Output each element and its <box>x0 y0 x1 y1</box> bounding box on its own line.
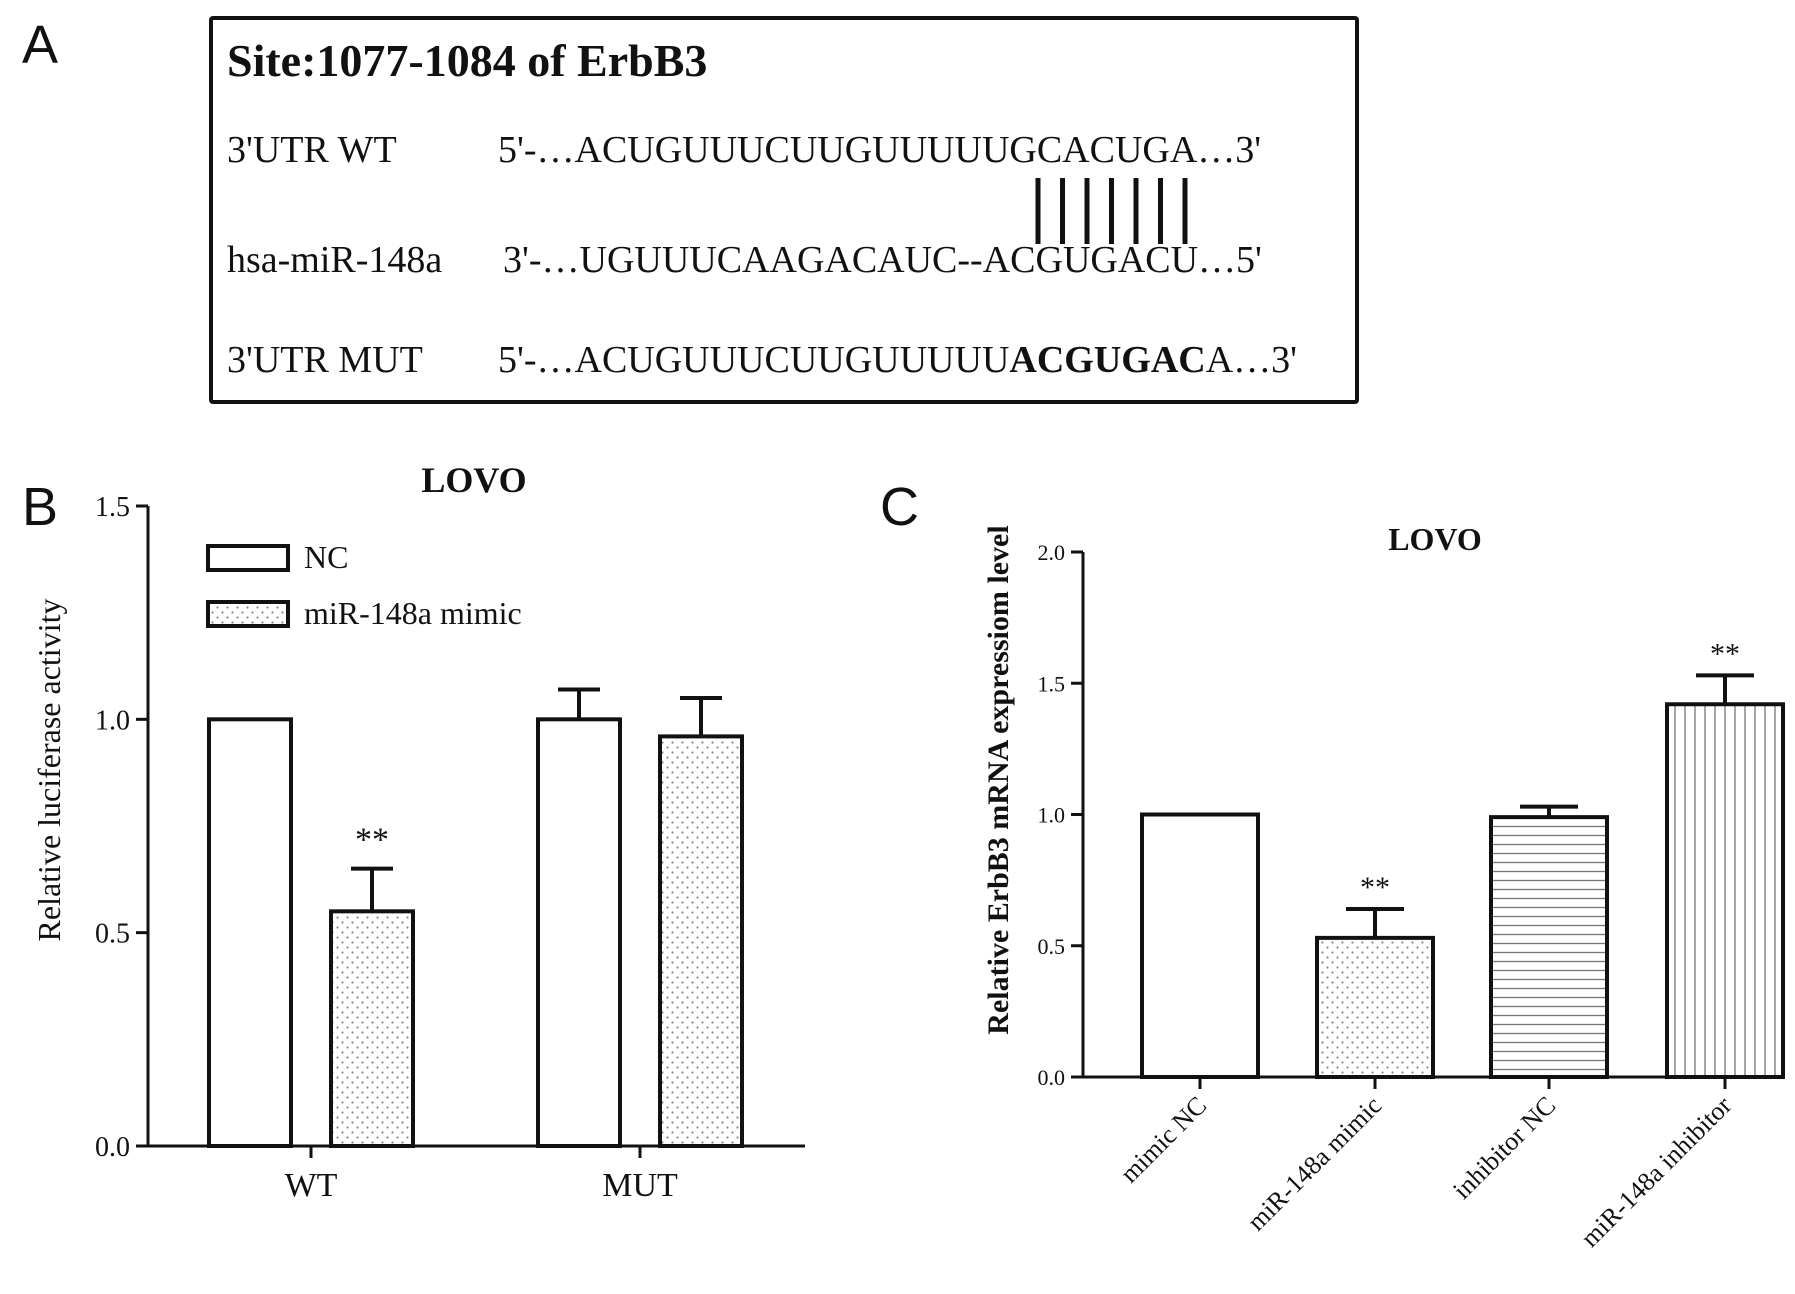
chart-b-title: LOVO <box>421 460 526 500</box>
panel-letter-a: A <box>22 15 59 75</box>
seq-row-label-mut: 3'UTR MUT <box>227 339 423 381</box>
chart-c-x-tick-label: miR-148a mimic <box>1242 1091 1388 1237</box>
seq-row-sequence-mut: 5'-…ACUGUUUCUUGUUUUUACGUGACA…3' <box>498 339 1298 381</box>
chart-c-y-tick-label: 1.5 <box>1038 671 1066 696</box>
seq-row-label-mirna: hsa-miR-148a <box>227 239 443 281</box>
panel-letter-b: B <box>22 477 59 537</box>
panel-letter-c: C <box>880 477 919 537</box>
chart-b-legend-swatch <box>206 600 290 628</box>
chart-b-legend-label: miR-148a mimic <box>304 595 522 631</box>
seq-row-sequence-mirna: 3'-…UGUUUCAAGACAUC--ACGUGACU…5' <box>503 239 1262 281</box>
erbb3-expression-chart: LOVO Relative ErbB3 mRNA expressiom leve… <box>982 521 1785 1253</box>
seq-row-label-wt: 3'UTR WT <box>227 129 397 171</box>
chart-c-bar <box>1140 812 1260 1079</box>
chart-b-legend-label: NC <box>304 539 348 575</box>
chart-c-x-tick-label: inhibitor NC <box>1447 1091 1561 1205</box>
chart-c-bar <box>1315 935 1435 1079</box>
chart-c-y-tick-label: 2.0 <box>1038 540 1066 565</box>
chart-c-y-tick-label: 0.0 <box>1038 1065 1066 1090</box>
chart-c-x-tick-label: mimic NC <box>1115 1091 1213 1189</box>
luciferase-chart: LOVO Relative luciferase activity 0.0 0.5… <box>31 460 805 1204</box>
chart-b-bar <box>658 734 744 1148</box>
sequence-alignment-panel: Site:1077-1084 of ErbB3 3'UTR WT 5'-…ACU… <box>209 16 1359 404</box>
chart-b-ylabel: Relative luciferase activity <box>31 599 67 942</box>
chart-c-x-tick-label: miR-148a inhibitor <box>1575 1090 1737 1252</box>
chart-c-y-tick-label: 0.5 <box>1038 934 1066 959</box>
sequence-title: Site:1077-1084 of ErbB3 <box>227 35 708 86</box>
seq-row-sequence-wt: 5'-…ACUGUUUCUUGUUUUUGCACUGA…3' <box>498 129 1262 171</box>
chart-b-bar <box>536 717 622 1148</box>
chart-b-x-tick-label: MUT <box>602 1167 678 1204</box>
chart-b-legend-swatch <box>206 544 290 572</box>
chart-c-ylabel: Relative ErbB3 mRNA expressiom level <box>982 525 1015 1034</box>
chart-b-x-tick-label: WT <box>285 1167 338 1204</box>
chart-c-title: LOVO <box>1388 521 1482 557</box>
chart-c-significance: ** <box>1360 871 1390 904</box>
chart-b-bar <box>329 909 415 1149</box>
chart-c-bar <box>1665 702 1785 1079</box>
chart-b-significance: ** <box>355 822 389 859</box>
base-pairing-lines <box>1035 178 1188 244</box>
chart-b-y-tick-label: 0.0 <box>95 1132 130 1163</box>
chart-b-y-tick-label: 1.0 <box>95 705 130 736</box>
chart-c-y-tick-label: 1.0 <box>1038 803 1066 828</box>
chart-b-bar <box>207 717 293 1148</box>
chart-c-significance: ** <box>1710 637 1740 670</box>
chart-b-y-tick-label: 1.5 <box>95 492 130 523</box>
chart-b-y-tick-label: 0.5 <box>95 919 130 950</box>
chart-c-bar <box>1489 815 1609 1079</box>
